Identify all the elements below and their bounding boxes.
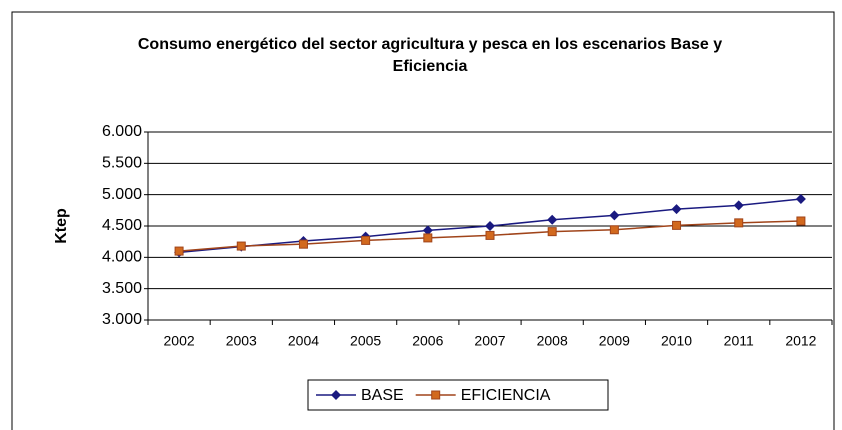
x-tick-label: 2007 bbox=[474, 333, 505, 349]
data-point bbox=[609, 210, 620, 221]
x-tick-label: 2011 bbox=[724, 333, 754, 349]
data-point bbox=[734, 218, 744, 228]
chart-border bbox=[11, 11, 835, 430]
data-point bbox=[547, 227, 557, 237]
x-tick-label: 2003 bbox=[226, 333, 257, 349]
data-point bbox=[547, 214, 558, 225]
x-tick-label: 2009 bbox=[599, 333, 630, 349]
data-point bbox=[796, 216, 806, 226]
data-point bbox=[485, 221, 495, 231]
data-point bbox=[485, 230, 495, 240]
legend-label: EFICIENCIA bbox=[461, 387, 551, 404]
legend-box bbox=[307, 379, 609, 411]
y-tick-label: 6.000 bbox=[102, 123, 142, 140]
data-point bbox=[672, 220, 682, 230]
legend-marker bbox=[331, 390, 341, 400]
x-tick-label: 2004 bbox=[288, 333, 319, 349]
chart-title: Consumo energético del sector agricultur… bbox=[137, 36, 723, 75]
y-tick-label: 5.500 bbox=[102, 155, 142, 172]
y-tick-label: 5.000 bbox=[102, 186, 142, 203]
data-point bbox=[361, 235, 371, 245]
y-tick-label: 4.500 bbox=[102, 217, 142, 234]
legend-label: BASE bbox=[361, 387, 404, 404]
legend-marker bbox=[431, 390, 441, 400]
x-tick-label: 2012 bbox=[785, 333, 816, 349]
x-tick-label: 2006 bbox=[412, 333, 443, 349]
data-point bbox=[733, 200, 744, 211]
x-tick-label: 2008 bbox=[537, 333, 568, 349]
y-axis-label: Ktep bbox=[53, 208, 70, 244]
data-point bbox=[671, 204, 682, 215]
data-point bbox=[174, 246, 184, 256]
x-tick-label: 2005 bbox=[350, 333, 381, 349]
data-point bbox=[422, 225, 433, 236]
y-tick-label: 3.500 bbox=[102, 280, 142, 297]
data-point bbox=[236, 241, 246, 251]
y-tick-label: 3.000 bbox=[102, 311, 142, 328]
data-point bbox=[609, 225, 619, 235]
x-tick-label: 2010 bbox=[661, 333, 692, 349]
x-tick-label: 2002 bbox=[164, 333, 195, 349]
y-tick-label: 4.000 bbox=[102, 249, 142, 266]
data-point bbox=[795, 194, 806, 205]
data-point bbox=[298, 239, 308, 249]
data-point bbox=[423, 233, 433, 243]
